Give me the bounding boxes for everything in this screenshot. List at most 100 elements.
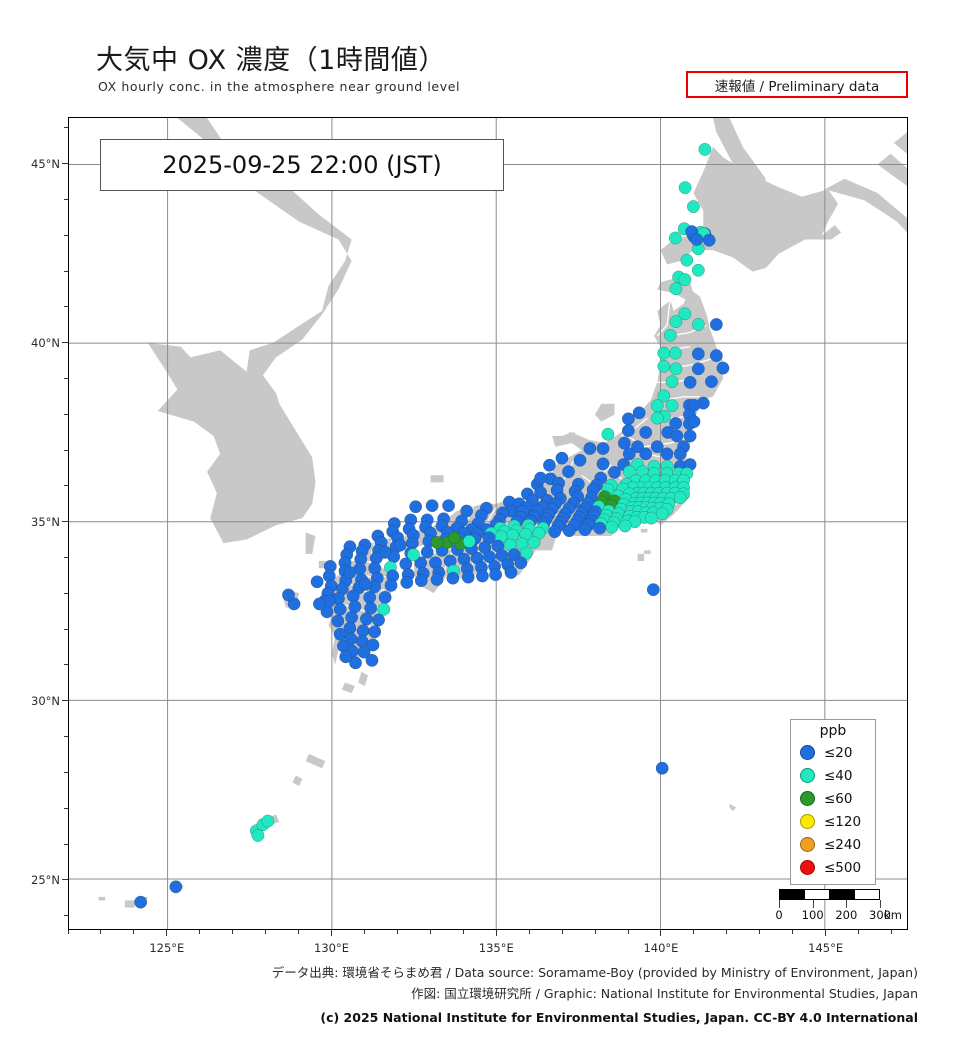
station-point [562, 465, 575, 479]
station-point [690, 233, 704, 246]
station-point [343, 566, 357, 579]
station-point [366, 638, 380, 652]
axis-label-lon-125: 125°E [149, 941, 185, 955]
station-point [489, 568, 502, 581]
land-iki [318, 561, 326, 569]
scale-bar-labels: 0 100 200 300 km [775, 908, 902, 922]
station-point [348, 600, 362, 614]
footer-line-copyright: (c) 2025 National Institute for Environm… [320, 1010, 918, 1025]
axis-label-lon-145: 145°E [808, 941, 844, 955]
axis-tick-lon-130 [331, 930, 333, 936]
station-point [621, 424, 635, 438]
land-ogasa [729, 803, 737, 812]
axis-minortick-lon-126 [199, 930, 201, 934]
legend-title: ppb [819, 723, 847, 739]
legend-label: ≤120 [824, 813, 862, 830]
axis-minortick-lon-137 [561, 930, 563, 934]
station-point [543, 458, 556, 472]
station-point [169, 880, 183, 894]
axis-minortick-lon-146 [858, 930, 860, 934]
station-point [358, 577, 372, 591]
station-point [668, 231, 682, 245]
station-point [705, 375, 718, 389]
legend-color-dot [800, 745, 815, 760]
legend-color-dot [800, 814, 815, 829]
axis-label-lon-135: 135°E [478, 941, 514, 955]
station-point [650, 411, 664, 425]
scale-seg-2 [805, 890, 830, 899]
axis-minortick-lon-131 [363, 930, 365, 934]
station-point [655, 761, 669, 775]
station-point [355, 635, 369, 648]
scale-label-200: 200 [835, 908, 858, 922]
scale-unit: km [884, 908, 902, 922]
scale-seg-3 [830, 890, 855, 899]
page-subtitle: OX hourly conc. in the atmosphere near g… [98, 79, 461, 94]
station-point [359, 612, 373, 626]
station-point [669, 282, 683, 296]
axis-minortick-lat-42 [64, 270, 68, 272]
axis-minortick-lat-31 [64, 664, 68, 666]
station-point [678, 307, 692, 321]
axis-minortick-lat-32 [64, 628, 68, 630]
map-plot-area[interactable] [68, 117, 908, 930]
station-point [333, 627, 347, 641]
station-point [605, 520, 619, 534]
station-point [673, 447, 687, 461]
legend-row-0: ≤20 [791, 741, 875, 764]
axis-minortick-lon-123 [100, 930, 102, 934]
station-point [461, 570, 475, 584]
station-point [527, 536, 541, 549]
legend-panel: ppb ≤20 ≤40 ≤60 ≤120 ≤240 ≤500 [790, 719, 876, 885]
axis-minortick-lat-36 [64, 485, 68, 487]
station-point [447, 531, 461, 545]
axis-minortick-lat-39 [64, 377, 68, 379]
axis-label-lat-35: 35°N [31, 514, 60, 529]
axis-tick-lon-145 [825, 930, 827, 936]
axis-minortick-lat-28 [64, 771, 68, 773]
station-point [420, 545, 434, 559]
station-point [333, 602, 347, 616]
legend-color-dot [800, 791, 815, 806]
station-point [406, 548, 420, 562]
land-asia [69, 118, 352, 544]
land-kuril1 [824, 178, 907, 233]
land-izu2 [637, 553, 645, 562]
axis-minortick-lon-124 [133, 930, 135, 934]
station-point [687, 415, 701, 429]
axis-minortick-lat-38 [64, 413, 68, 415]
axis-minortick-lon-129 [298, 930, 300, 934]
scale-bar: 0 100 200 300 km [775, 889, 902, 922]
land-yonaguni [98, 896, 106, 901]
station-point [378, 545, 392, 559]
station-point [631, 440, 644, 454]
axis-label-lat-25: 25°N [31, 872, 60, 887]
station-point [378, 591, 392, 604]
station-point [683, 429, 697, 443]
axis-minortick-lat-41 [64, 306, 68, 308]
land-tanegashima [358, 671, 369, 687]
prefecture-border-5 [663, 396, 700, 401]
scale-bar-graphic [779, 889, 880, 900]
axis-tick-lat-25 [62, 879, 68, 881]
station-point [596, 457, 610, 471]
station-point [339, 650, 353, 664]
axis-tick-lat-35 [62, 521, 68, 523]
station-point [687, 398, 701, 412]
legend-row-1: ≤40 [791, 764, 875, 787]
station-points-layer [134, 143, 730, 909]
station-point [669, 362, 683, 376]
axis-tick-lat-30 [62, 700, 68, 702]
legend-label: ≤500 [824, 859, 862, 876]
station-point [261, 814, 275, 828]
station-point [573, 453, 587, 467]
station-point [665, 399, 679, 412]
legend-color-dot [800, 860, 815, 875]
legend-row-5: ≤500 [791, 856, 875, 879]
axis-minortick-lat-29 [64, 736, 68, 738]
station-point [596, 442, 610, 455]
land-tsushima [305, 532, 316, 554]
land-kuril3 [893, 132, 907, 154]
footer-line-source: データ出典: 環境省そらまめ君 / Data source: Soramame-… [271, 965, 918, 980]
station-point [678, 181, 692, 195]
